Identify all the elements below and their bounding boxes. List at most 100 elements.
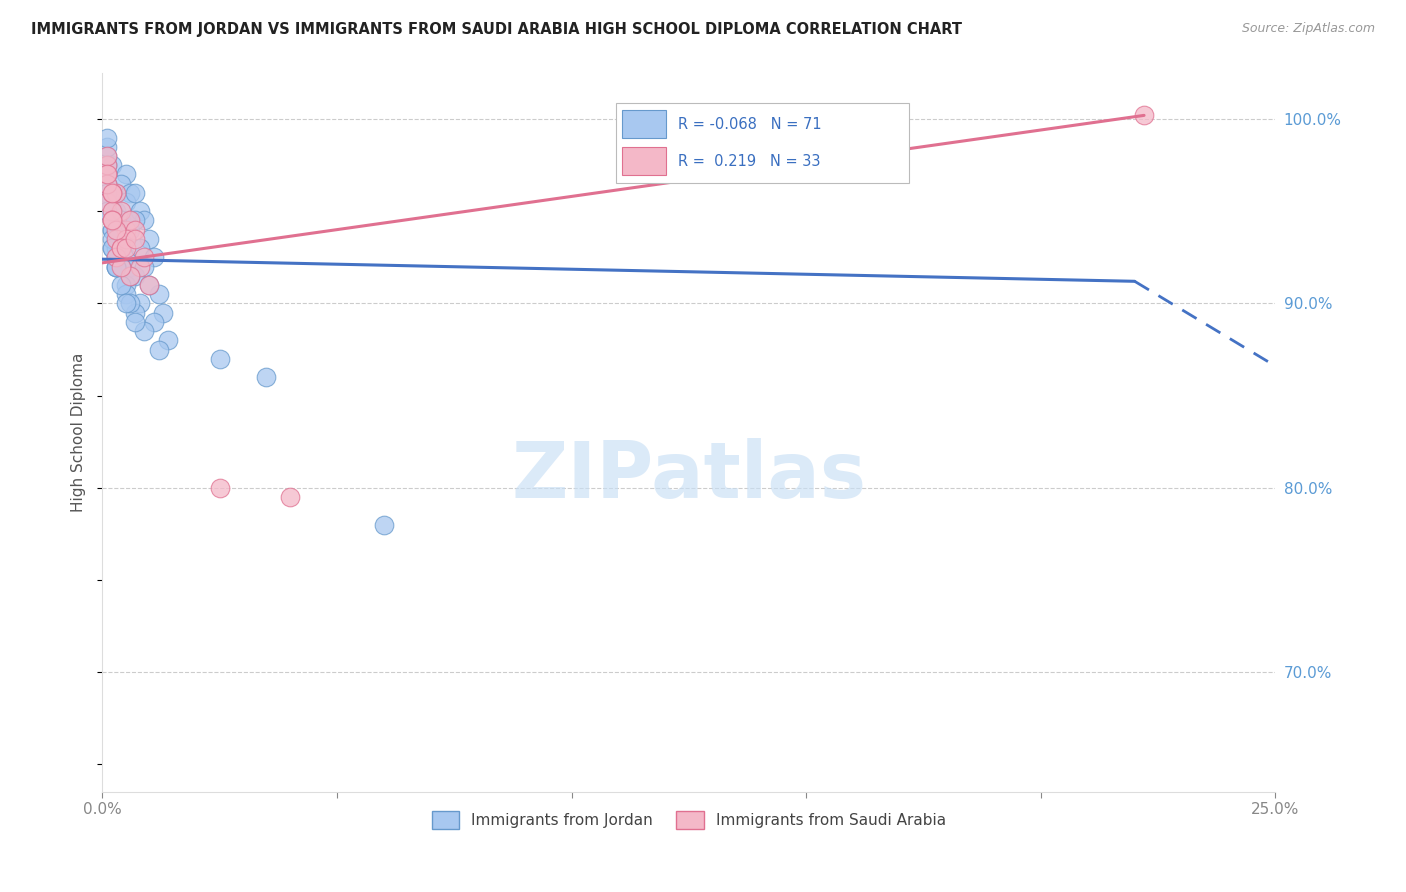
Point [142, 315, 165, 329]
Point [100, 232, 122, 246]
Point [96, 139, 118, 153]
Point [96, 167, 118, 181]
Point [105, 260, 128, 274]
Point [128, 260, 150, 274]
Point [120, 268, 142, 283]
Point [96, 194, 118, 209]
Point [100, 186, 122, 200]
Point [110, 241, 132, 255]
Point [114, 232, 136, 246]
Point [142, 250, 165, 264]
Text: ZIPatlas: ZIPatlas [512, 438, 866, 514]
Point [114, 296, 136, 310]
Point [100, 186, 122, 200]
Point [110, 260, 132, 274]
Point [128, 241, 150, 255]
Point [110, 260, 132, 274]
Point [256, 370, 278, 384]
Point [96, 149, 118, 163]
Point [100, 241, 122, 255]
Point [148, 343, 170, 357]
Point [105, 204, 128, 219]
Point [128, 204, 150, 219]
Point [110, 204, 132, 219]
Point [134, 250, 156, 264]
Point [100, 158, 122, 172]
Point [114, 250, 136, 264]
Point [124, 305, 146, 319]
Point [110, 213, 132, 227]
Point [96, 149, 118, 163]
Point [100, 213, 122, 227]
Point [100, 194, 122, 209]
Point [110, 222, 132, 236]
Point [96, 204, 118, 219]
Point [100, 213, 122, 227]
Point [96, 158, 118, 172]
Point [105, 186, 128, 200]
Point [96, 177, 118, 191]
Point [124, 222, 146, 236]
Point [373, 517, 395, 532]
Point [134, 324, 156, 338]
Point [96, 186, 118, 200]
Point [120, 186, 142, 200]
Point [208, 481, 231, 495]
Point [120, 213, 142, 227]
Point [105, 186, 128, 200]
Point [138, 232, 160, 246]
Point [156, 333, 179, 347]
Point [100, 213, 122, 227]
Point [114, 222, 136, 236]
Point [124, 268, 146, 283]
Point [96, 167, 118, 181]
Point [110, 232, 132, 246]
Point [100, 204, 122, 219]
Y-axis label: High School Diploma: High School Diploma [72, 352, 86, 512]
Point [96, 167, 118, 181]
Point [120, 260, 142, 274]
Point [110, 277, 132, 292]
Point [138, 277, 160, 292]
Point [105, 250, 128, 264]
Point [120, 296, 142, 310]
Point [114, 232, 136, 246]
Point [134, 260, 156, 274]
Point [105, 241, 128, 255]
Point [152, 305, 174, 319]
Point [105, 250, 128, 264]
Point [134, 213, 156, 227]
Point [114, 241, 136, 255]
Point [110, 241, 132, 255]
Point [96, 194, 118, 209]
Point [100, 186, 122, 200]
Point [114, 194, 136, 209]
Point [96, 177, 118, 191]
Point [110, 241, 132, 255]
Point [105, 260, 128, 274]
Point [105, 250, 128, 264]
Point [124, 186, 146, 200]
Point [110, 177, 132, 191]
Text: Source: ZipAtlas.com: Source: ZipAtlas.com [1241, 22, 1375, 36]
Point [120, 268, 142, 283]
Point [100, 213, 122, 227]
Point [1133, 108, 1156, 122]
Point [105, 222, 128, 236]
Point [100, 204, 122, 219]
Point [114, 287, 136, 301]
Point [120, 213, 142, 227]
Point [120, 222, 142, 236]
Legend: Immigrants from Jordan, Immigrants from Saudi Arabia: Immigrants from Jordan, Immigrants from … [426, 805, 952, 835]
Point [96, 130, 118, 145]
Point [100, 241, 122, 255]
Point [278, 490, 301, 504]
Point [138, 277, 160, 292]
Point [114, 277, 136, 292]
Point [128, 296, 150, 310]
Point [105, 260, 128, 274]
Point [124, 213, 146, 227]
Point [114, 167, 136, 181]
Point [100, 222, 122, 236]
Point [105, 222, 128, 236]
